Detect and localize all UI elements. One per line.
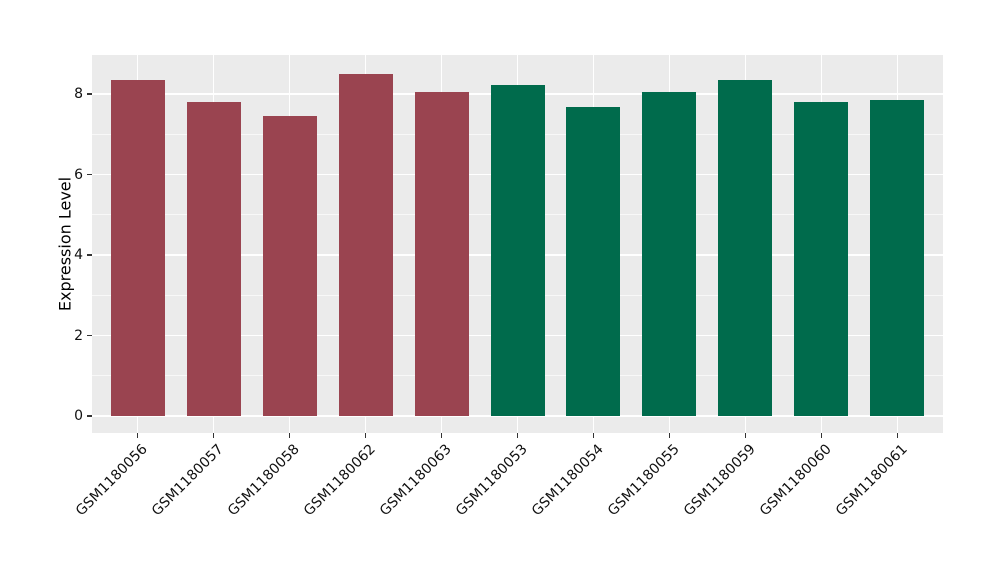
- y-tick-label: 0: [74, 408, 83, 424]
- x-tick-mark: [440, 433, 443, 438]
- x-tick-label: GSM1180056: [73, 441, 152, 520]
- bar: [110, 79, 165, 416]
- x-tick-mark: [592, 433, 595, 438]
- x-tick-label: GSM1180054: [529, 441, 608, 520]
- y-tick-mark: [87, 93, 92, 95]
- x-tick-mark: [668, 433, 671, 438]
- bar: [490, 84, 545, 416]
- x-tick-mark: [364, 433, 367, 438]
- x-tick-mark: [820, 433, 823, 438]
- x-tick-mark: [516, 433, 519, 438]
- x-tick-label: GSM1180062: [301, 441, 380, 520]
- x-tick-label: GSM1180060: [757, 441, 836, 520]
- x-tick-mark: [744, 433, 747, 438]
- bar: [794, 102, 849, 416]
- x-tick-label: GSM1180055: [605, 441, 684, 520]
- bar: [414, 91, 469, 416]
- x-tick-label: GSM1180053: [453, 441, 532, 520]
- y-tick-label: 8: [74, 86, 83, 102]
- y-tick-label: 6: [74, 166, 83, 183]
- x-tick-mark: [136, 433, 139, 438]
- x-tick-mark: [288, 433, 291, 438]
- x-tick-label: GSM1180058: [225, 441, 304, 520]
- x-tick-label: GSM1180063: [377, 441, 456, 520]
- y-tick-mark: [87, 173, 92, 176]
- y-axis-title: Expression Level: [55, 176, 75, 312]
- bar: [338, 73, 393, 416]
- gridline-horizontal-major: [92, 415, 943, 417]
- bar: [718, 79, 773, 416]
- bar: [870, 99, 925, 416]
- bar: [186, 102, 241, 416]
- bar: [642, 92, 697, 416]
- y-tick-label: 4: [74, 247, 83, 263]
- bar: [566, 106, 621, 416]
- x-tick-label: GSM1180061: [833, 441, 912, 520]
- y-tick-label: 2: [74, 327, 83, 344]
- x-tick-mark: [896, 433, 899, 438]
- x-tick-label: GSM1180057: [149, 441, 228, 520]
- y-tick-mark: [87, 254, 92, 256]
- y-tick-mark: [87, 415, 92, 417]
- x-tick-mark: [212, 433, 215, 438]
- y-tick-mark: [87, 334, 92, 337]
- bar: [262, 116, 317, 416]
- x-tick-label: GSM1180059: [681, 441, 760, 520]
